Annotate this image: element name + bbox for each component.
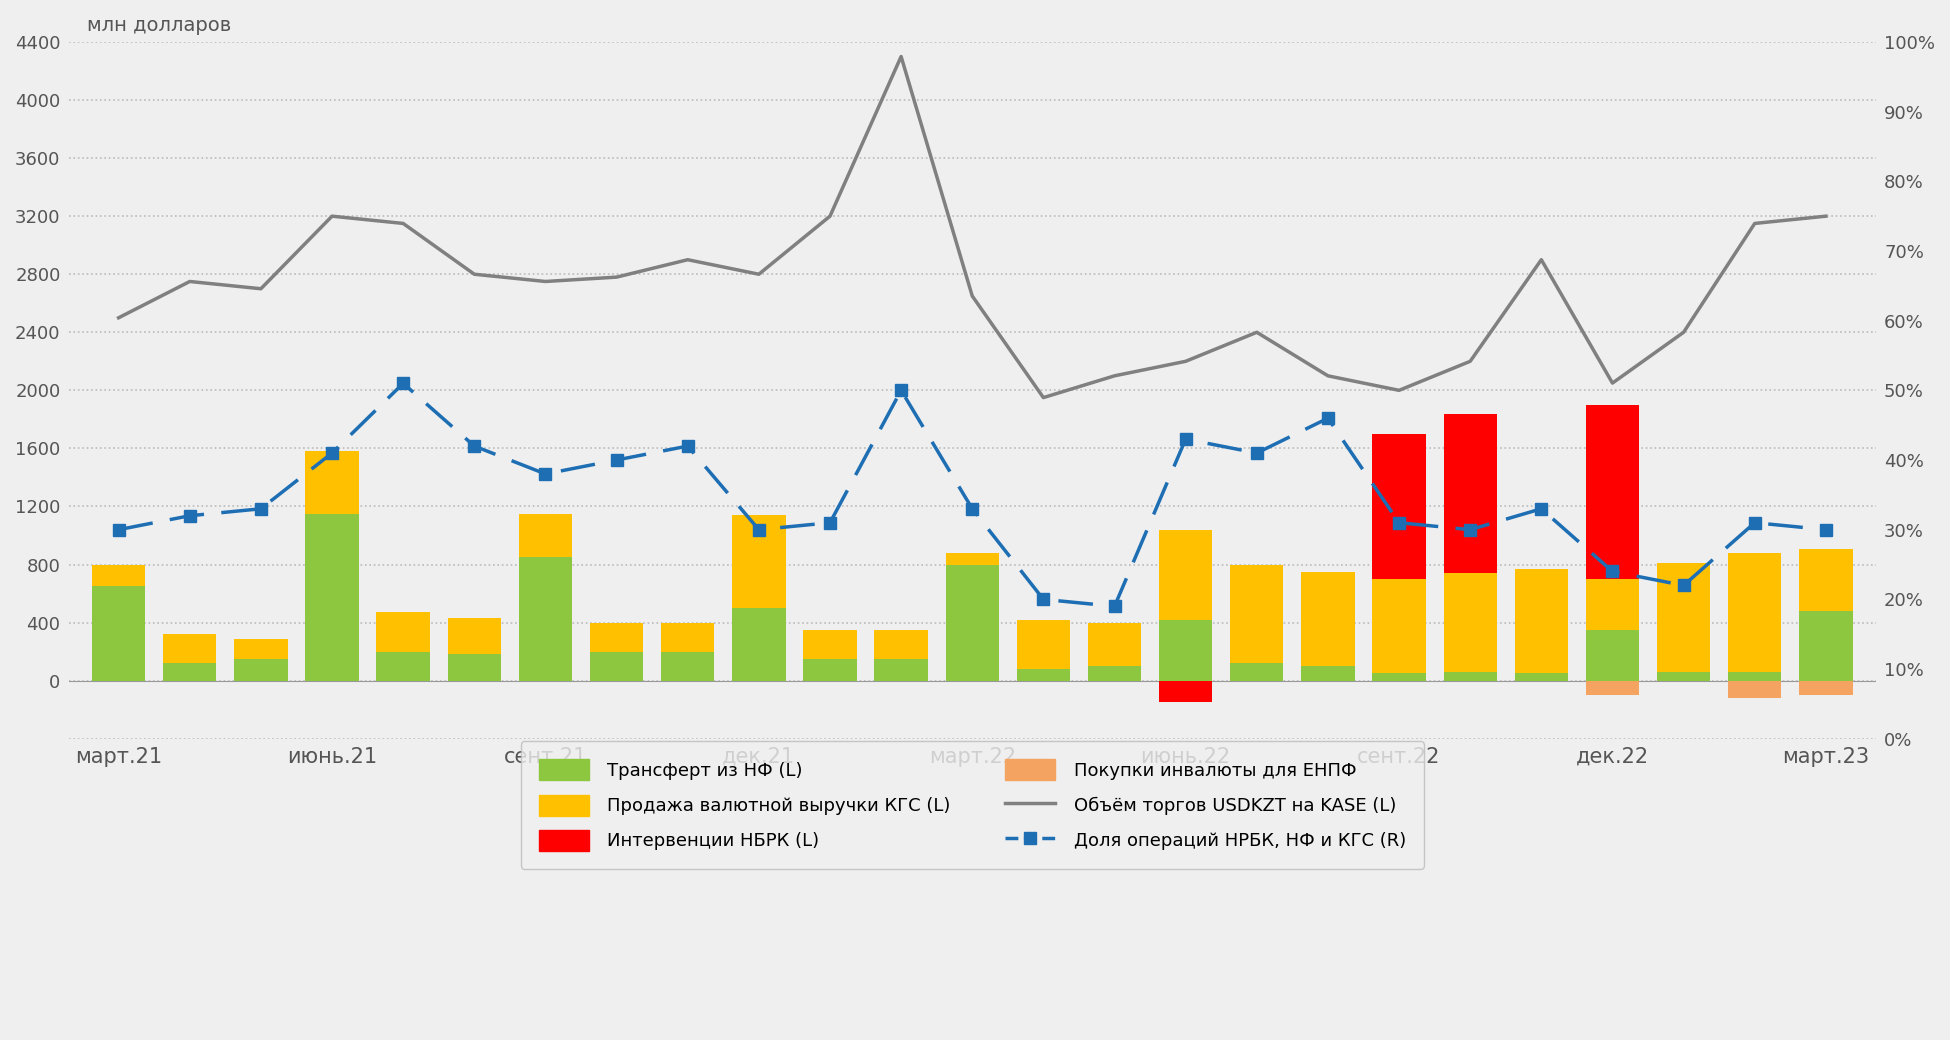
Bar bbox=[731, 608, 786, 680]
Bar bbox=[1443, 672, 1498, 680]
Bar bbox=[1088, 666, 1141, 680]
Bar bbox=[1373, 434, 1425, 579]
Bar bbox=[874, 630, 928, 659]
Bar bbox=[1800, 548, 1852, 610]
Bar bbox=[1658, 672, 1710, 680]
Bar bbox=[1728, 680, 1782, 698]
Bar bbox=[1585, 405, 1640, 579]
Bar bbox=[376, 652, 429, 680]
Bar bbox=[1515, 673, 1568, 680]
Bar bbox=[1443, 414, 1498, 573]
Bar bbox=[803, 630, 856, 659]
Bar bbox=[519, 557, 571, 680]
Bar bbox=[1373, 673, 1425, 680]
Bar bbox=[1443, 573, 1498, 672]
Bar bbox=[376, 613, 429, 652]
Bar bbox=[1158, 529, 1213, 620]
Bar bbox=[519, 514, 571, 557]
Bar bbox=[1728, 553, 1782, 672]
Bar bbox=[1515, 569, 1568, 673]
Bar bbox=[1800, 680, 1852, 695]
Bar bbox=[1585, 579, 1640, 630]
Bar bbox=[164, 664, 216, 680]
Text: млн долларов: млн долларов bbox=[88, 16, 232, 35]
Bar bbox=[448, 618, 501, 654]
Bar bbox=[1230, 565, 1283, 664]
Legend: Трансферт из НФ (L), Продажа валютной выручки КГС (L), Интервенции НБРК (L), Пок: Трансферт из НФ (L), Продажа валютной вы… bbox=[521, 742, 1424, 869]
Bar bbox=[1088, 623, 1141, 666]
Bar bbox=[946, 565, 998, 680]
Bar bbox=[448, 654, 501, 680]
Bar bbox=[1585, 680, 1640, 695]
Bar bbox=[1158, 680, 1213, 702]
Bar bbox=[164, 634, 216, 664]
Bar bbox=[1230, 664, 1283, 680]
Bar bbox=[1158, 620, 1213, 680]
Bar bbox=[234, 659, 287, 680]
Bar bbox=[731, 515, 786, 608]
Bar bbox=[661, 623, 714, 652]
Bar bbox=[1016, 669, 1071, 680]
Bar bbox=[1658, 563, 1710, 672]
Bar bbox=[306, 451, 359, 514]
Bar bbox=[1800, 610, 1852, 680]
Bar bbox=[1016, 620, 1071, 669]
Bar bbox=[92, 587, 146, 680]
Bar bbox=[874, 659, 928, 680]
Bar bbox=[591, 623, 644, 652]
Bar bbox=[1728, 672, 1782, 680]
Bar bbox=[661, 652, 714, 680]
Bar bbox=[1373, 579, 1425, 673]
Bar bbox=[1585, 630, 1640, 680]
Bar bbox=[803, 659, 856, 680]
Bar bbox=[1301, 572, 1355, 666]
Bar bbox=[234, 639, 287, 659]
Bar bbox=[591, 652, 644, 680]
Bar bbox=[1301, 666, 1355, 680]
Bar bbox=[306, 514, 359, 680]
Bar bbox=[92, 565, 146, 587]
Bar bbox=[946, 553, 998, 565]
